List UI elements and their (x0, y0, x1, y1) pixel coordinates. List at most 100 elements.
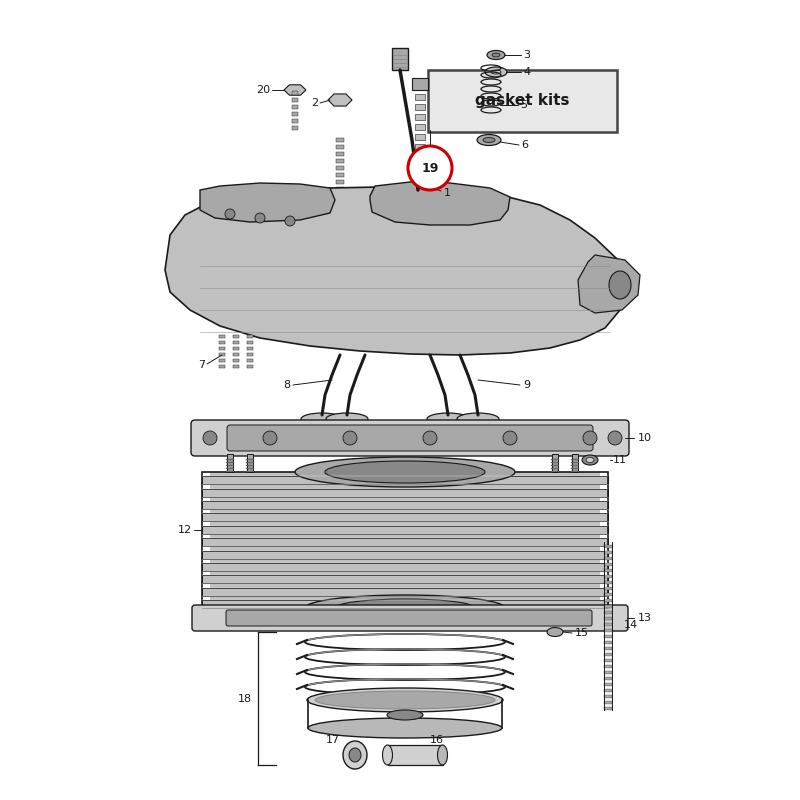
Circle shape (608, 431, 622, 445)
Polygon shape (200, 183, 335, 222)
Ellipse shape (491, 70, 501, 74)
Bar (604, 682, 612, 686)
Text: 9: 9 (523, 380, 530, 390)
Polygon shape (165, 187, 625, 355)
Bar (604, 545, 612, 548)
Bar (604, 610, 612, 614)
Bar (604, 677, 612, 680)
Text: 11: 11 (613, 455, 627, 465)
Bar (415, 154, 425, 160)
Bar (219, 365, 225, 368)
Text: 1: 1 (444, 188, 451, 198)
Bar (247, 347, 253, 350)
Ellipse shape (547, 627, 563, 637)
Bar (572, 454, 578, 472)
Text: 13: 13 (638, 613, 652, 623)
Bar (415, 94, 425, 100)
FancyBboxPatch shape (192, 605, 628, 631)
Circle shape (343, 431, 357, 445)
Ellipse shape (582, 455, 598, 465)
Ellipse shape (326, 413, 368, 425)
Bar (336, 180, 344, 184)
Bar (202, 489, 608, 497)
Text: 6: 6 (521, 140, 528, 150)
Ellipse shape (343, 741, 367, 769)
Circle shape (225, 209, 235, 219)
Ellipse shape (487, 50, 505, 59)
Bar (604, 617, 612, 620)
Polygon shape (370, 182, 510, 225)
Ellipse shape (387, 710, 423, 720)
Bar (551, 465, 559, 466)
Bar (604, 694, 612, 698)
Circle shape (423, 431, 437, 445)
Ellipse shape (427, 413, 469, 425)
Bar (219, 359, 225, 362)
Bar (604, 622, 612, 626)
Polygon shape (284, 85, 306, 95)
Bar (392, 48, 408, 70)
Circle shape (263, 431, 277, 445)
Bar (571, 462, 579, 463)
Bar (292, 91, 298, 95)
Bar (571, 465, 579, 466)
Bar (412, 78, 428, 90)
Bar (233, 341, 239, 344)
Bar (604, 593, 612, 596)
Bar (604, 562, 612, 566)
Bar (292, 126, 298, 130)
Bar (571, 467, 579, 469)
Bar (227, 454, 233, 472)
FancyBboxPatch shape (227, 425, 593, 451)
Bar (202, 550, 608, 558)
FancyBboxPatch shape (428, 70, 617, 132)
Ellipse shape (485, 67, 507, 77)
Text: 17: 17 (326, 735, 340, 745)
Bar (604, 581, 612, 584)
Bar (202, 538, 608, 546)
Ellipse shape (382, 745, 393, 765)
FancyBboxPatch shape (226, 610, 592, 626)
Bar (415, 114, 425, 120)
Bar (202, 563, 608, 571)
Bar (604, 641, 612, 644)
Bar (604, 629, 612, 632)
Text: 15: 15 (575, 628, 589, 638)
Bar (604, 605, 612, 608)
Bar (387, 745, 442, 765)
Bar (202, 476, 608, 484)
Bar (233, 347, 239, 350)
Bar (292, 112, 298, 116)
Bar (219, 353, 225, 356)
Bar (202, 501, 608, 509)
Bar (552, 454, 558, 472)
Bar (604, 574, 612, 578)
Bar (336, 152, 344, 156)
Bar (415, 174, 425, 180)
Text: gasket kits: gasket kits (475, 94, 570, 109)
Circle shape (408, 146, 452, 190)
Bar (336, 145, 344, 149)
Text: 5: 5 (520, 100, 527, 110)
Bar (202, 587, 608, 596)
Bar (246, 458, 254, 460)
Bar (551, 462, 559, 463)
Bar (202, 526, 608, 534)
Text: 12: 12 (178, 525, 192, 535)
Text: 20: 20 (256, 85, 270, 95)
Bar (246, 462, 254, 463)
Text: 7: 7 (198, 360, 205, 370)
Bar (571, 458, 579, 460)
Bar (246, 465, 254, 466)
Bar (604, 665, 612, 668)
Bar (604, 569, 612, 572)
Circle shape (503, 431, 517, 445)
Bar (202, 575, 608, 583)
Bar (604, 701, 612, 704)
Ellipse shape (349, 748, 361, 762)
Bar (226, 465, 234, 466)
Bar (415, 184, 425, 190)
Bar (219, 335, 225, 338)
Text: 4: 4 (523, 67, 530, 77)
Ellipse shape (301, 413, 343, 425)
